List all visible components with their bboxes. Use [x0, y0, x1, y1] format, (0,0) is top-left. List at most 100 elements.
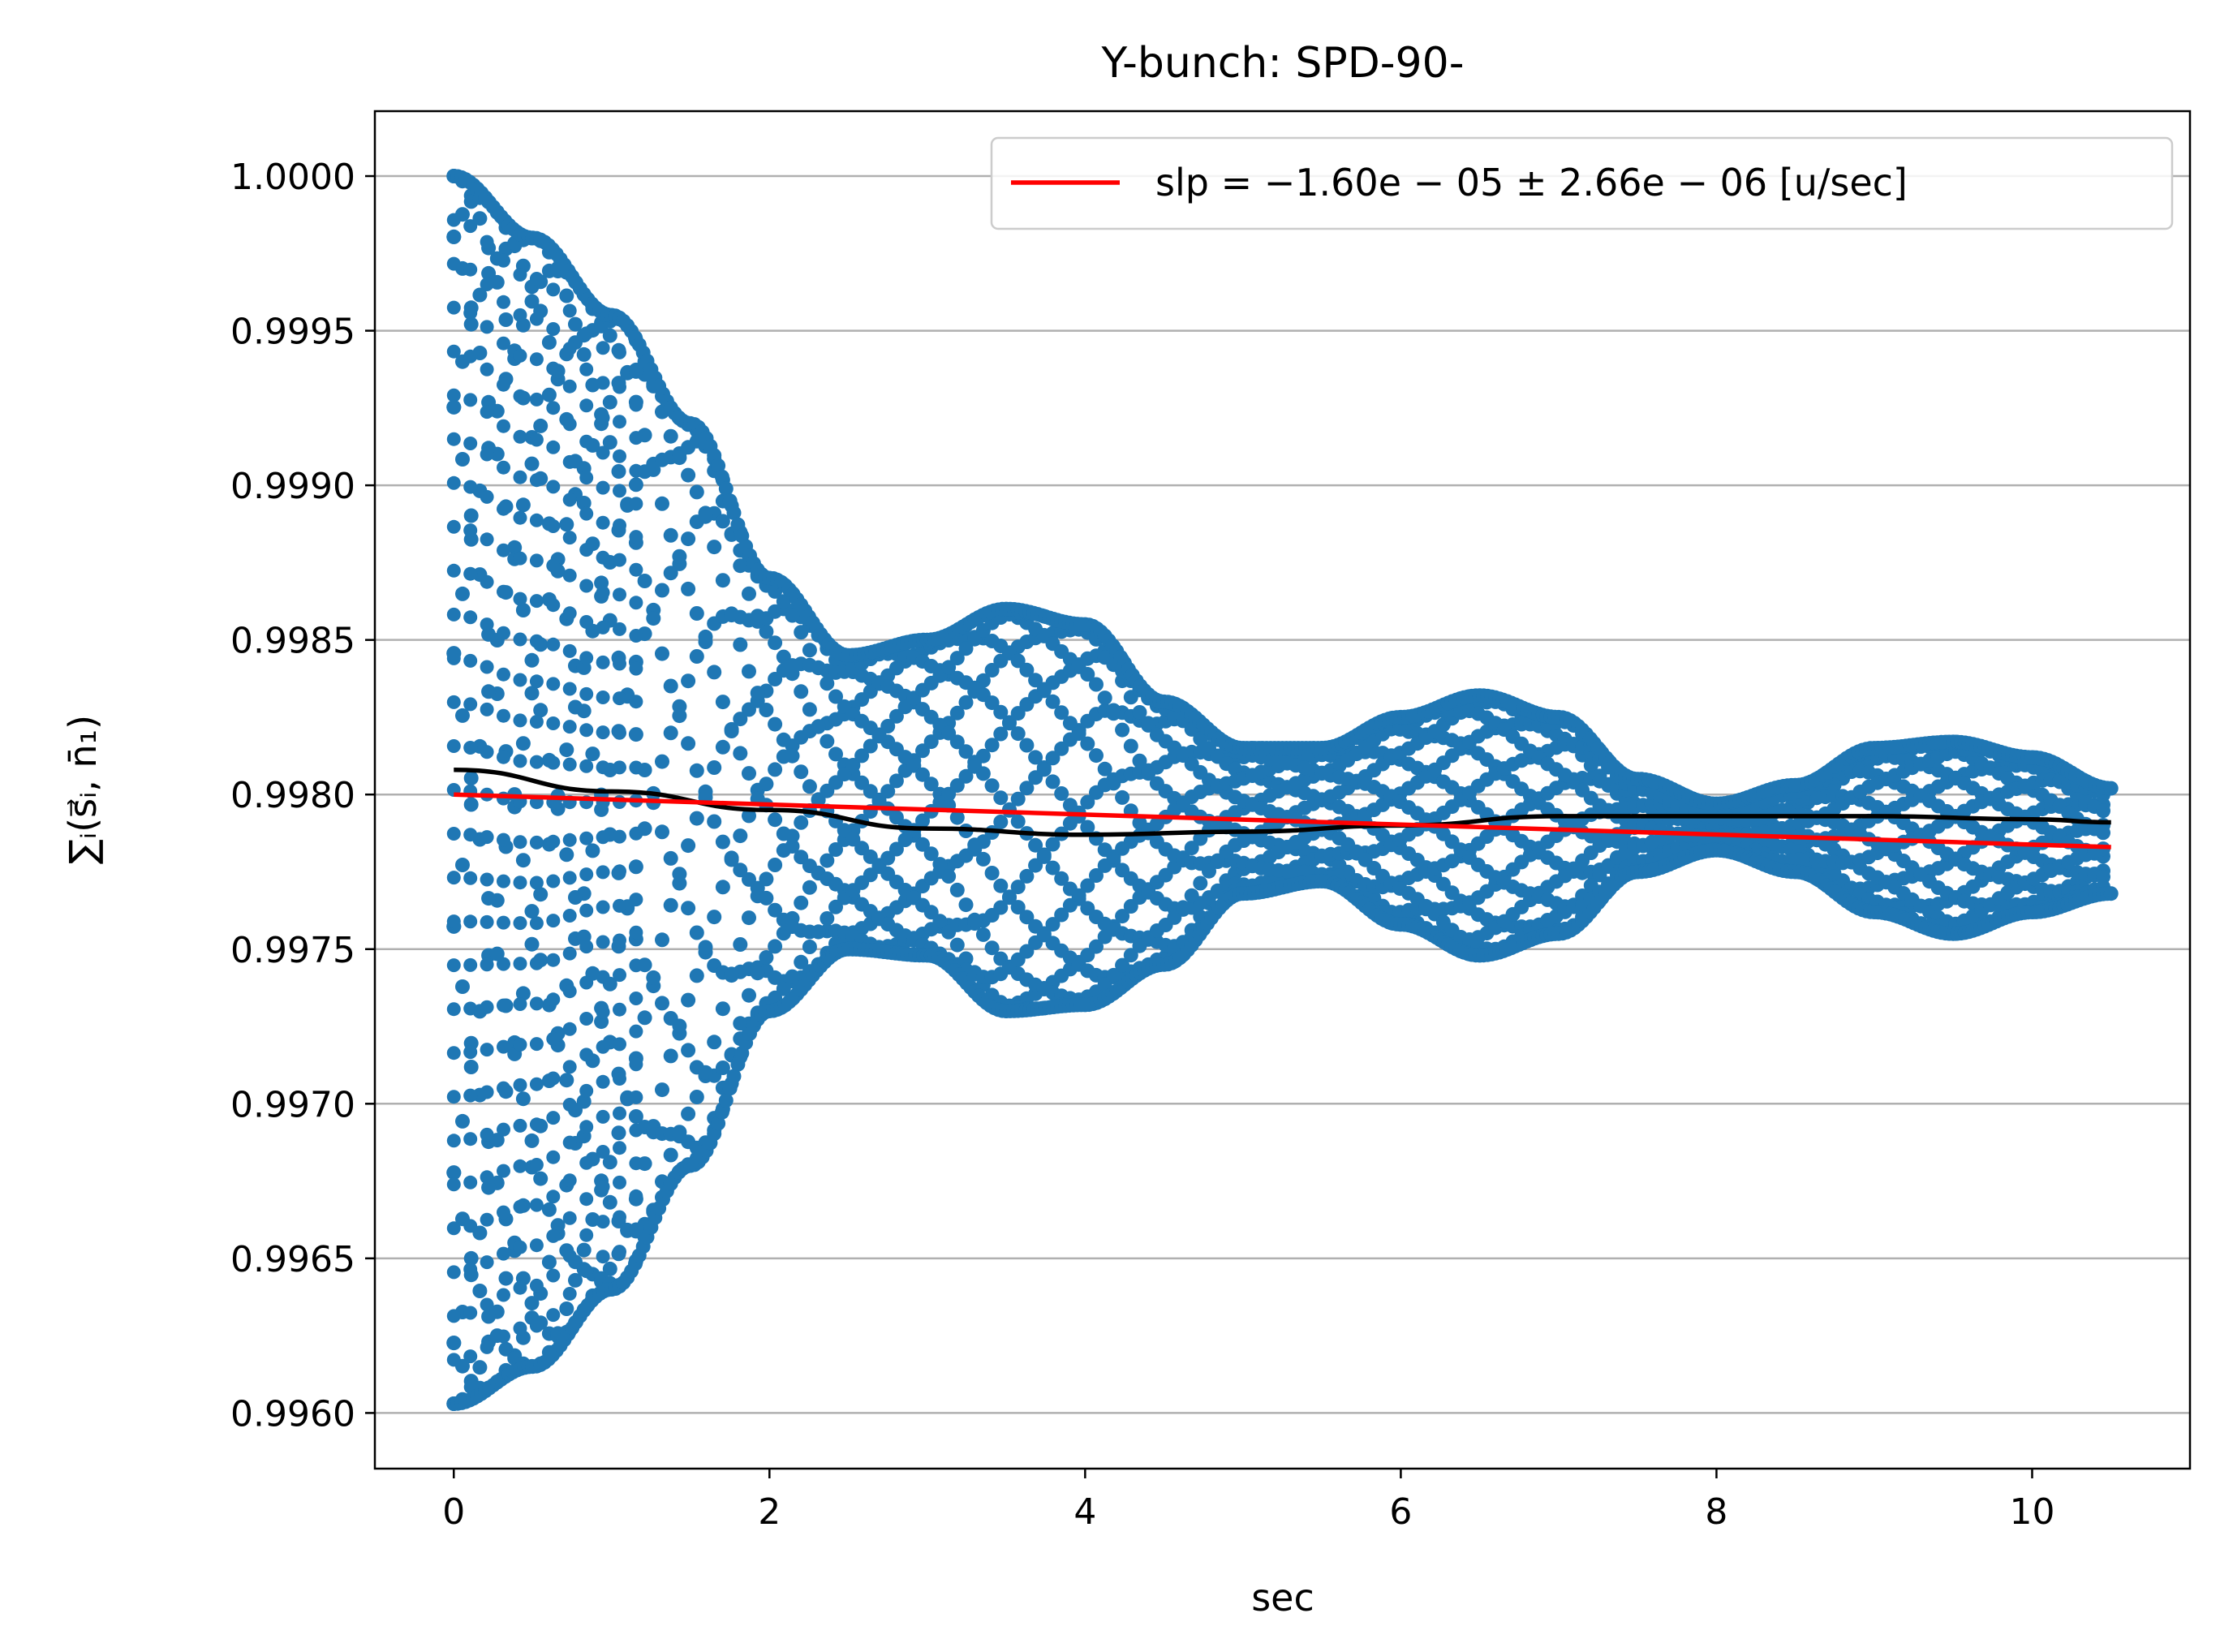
- scatter-point: [724, 850, 739, 866]
- scatter-point: [1141, 717, 1156, 733]
- scatter-point: [768, 858, 783, 872]
- scatter-point: [967, 912, 983, 927]
- scatter-point: [579, 686, 594, 701]
- scatter-point: [794, 764, 809, 780]
- scatter-point: [546, 1031, 561, 1046]
- scatter-point: [628, 1109, 643, 1124]
- scatter-point: [1045, 751, 1061, 766]
- scatter-point: [529, 392, 544, 407]
- scatter-point: [541, 1254, 557, 1270]
- scatter-point: [596, 620, 610, 635]
- scatter-point: [446, 432, 461, 446]
- scatter-point: [811, 924, 826, 940]
- scatter-point: [768, 902, 783, 918]
- scatter-point: [480, 872, 494, 887]
- scatter-point: [629, 1090, 643, 1104]
- scatter-point: [546, 1308, 561, 1323]
- scatter-point: [559, 517, 574, 532]
- scatter-point: [579, 975, 594, 990]
- scatter-point: [611, 464, 626, 479]
- scatter-point: [655, 583, 669, 598]
- scatter-point: [562, 531, 577, 545]
- scatter-point: [1106, 706, 1121, 721]
- series-lines: [454, 767, 2111, 850]
- scatter-point: [681, 531, 696, 547]
- scatter-point: [655, 496, 669, 511]
- scatter-point: [613, 968, 626, 983]
- scatter-point: [562, 871, 577, 885]
- x-tick-label: 2: [758, 1491, 781, 1533]
- scatter-point: [629, 893, 643, 907]
- scatter-point: [1115, 957, 1130, 973]
- scatter-point: [562, 417, 577, 432]
- scatter-point: [513, 389, 527, 403]
- scatter-point: [707, 665, 722, 680]
- scatter-point: [1132, 705, 1147, 720]
- scatter-point: [613, 484, 626, 498]
- scatter-point: [742, 586, 756, 601]
- scatter-point: [529, 513, 544, 527]
- scatter-point: [497, 750, 510, 764]
- scatter-point: [513, 1118, 527, 1133]
- scatter-point: [681, 1106, 696, 1121]
- scatter-point: [613, 415, 626, 429]
- scatter-point: [776, 981, 791, 996]
- scatter-point: [579, 759, 594, 773]
- scatter-point: [629, 727, 643, 742]
- scatter-point: [463, 914, 478, 929]
- scatter-point: [672, 1018, 687, 1034]
- scatter-point: [949, 882, 965, 897]
- scatter-point: [820, 911, 835, 926]
- scatter-point: [613, 1072, 626, 1086]
- scatter-point: [463, 957, 478, 972]
- scatter-point: [854, 748, 870, 764]
- scatter-point: [463, 306, 478, 321]
- scatter-point: [718, 1093, 734, 1108]
- scatter-point: [546, 440, 561, 454]
- scatter-point: [480, 1297, 494, 1312]
- scatter-point: [579, 471, 594, 485]
- scatter-point: [811, 793, 826, 807]
- scatter-point: [529, 835, 544, 850]
- scatter-point: [529, 1319, 544, 1333]
- scatter-point: [480, 745, 494, 759]
- scatter-point: [546, 282, 561, 297]
- scatter-point: [579, 398, 594, 413]
- scatter-point: [722, 493, 738, 509]
- scatter-point: [613, 760, 626, 775]
- scatter-point: [480, 362, 494, 376]
- scatter-point: [1054, 786, 1069, 801]
- scatter-point: [562, 1098, 577, 1112]
- scatter-point: [602, 1194, 617, 1210]
- scatter-point: [888, 841, 904, 857]
- scatter-point: [513, 308, 527, 322]
- scatter-point: [497, 708, 510, 723]
- scatter-point: [507, 540, 523, 555]
- y-tick-label: 0.9990: [230, 466, 355, 507]
- scatter-point: [949, 810, 965, 825]
- scatter-point: [715, 739, 730, 755]
- scatter-point: [596, 550, 610, 565]
- scatter-point: [722, 1081, 738, 1096]
- scatter-point: [546, 637, 561, 652]
- scatter-point: [463, 1132, 478, 1147]
- scatter-point: [463, 741, 478, 755]
- scatter-point: [497, 501, 510, 516]
- scatter-point: [576, 1242, 592, 1258]
- scatter-point: [596, 1109, 610, 1124]
- scatter-point: [672, 549, 687, 564]
- scatter-point: [559, 1301, 574, 1316]
- scatter-point: [529, 755, 544, 769]
- scatter-point: [715, 514, 730, 529]
- scatter-point: [802, 643, 817, 658]
- series-line-red-fit: [454, 792, 2111, 850]
- scatter-point: [546, 480, 561, 494]
- scatter-point: [1002, 716, 1017, 731]
- scatter-point: [446, 256, 461, 271]
- scatter-point: [529, 432, 544, 447]
- scatter-point: [596, 411, 610, 425]
- scatter-point: [637, 574, 652, 588]
- scatter-point: [629, 992, 643, 1005]
- scatter-point: [446, 229, 462, 244]
- scatter-point: [1036, 762, 1052, 777]
